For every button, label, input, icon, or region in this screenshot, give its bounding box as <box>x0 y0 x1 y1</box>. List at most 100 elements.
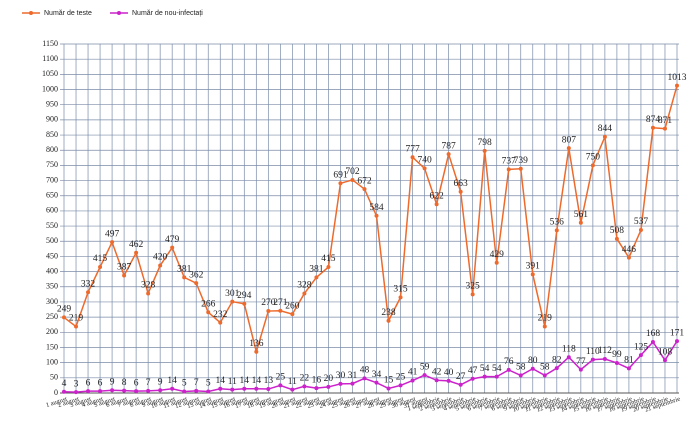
point <box>675 339 679 344</box>
data-label: 47 <box>468 366 478 376</box>
point <box>626 366 631 371</box>
data-label: 497 <box>105 229 120 239</box>
data-label: 391 <box>526 262 541 272</box>
data-label: 34 <box>372 370 382 380</box>
point <box>338 181 343 186</box>
data-label: 672 <box>357 176 372 186</box>
point <box>158 263 163 268</box>
data-label: 691 <box>333 170 348 180</box>
data-label: 266 <box>201 299 216 309</box>
data-label: 387 <box>117 263 132 273</box>
point <box>590 163 595 168</box>
point <box>194 388 199 393</box>
y-tick-label: 450 <box>46 251 58 260</box>
point <box>650 340 655 345</box>
data-label: 798 <box>478 138 493 148</box>
point <box>675 83 679 88</box>
data-label: 7 <box>194 378 199 388</box>
y-tick-label: 200 <box>46 327 58 336</box>
point <box>122 273 127 278</box>
point <box>626 255 631 260</box>
point <box>458 189 463 194</box>
point <box>602 357 607 362</box>
data-label: 125 <box>634 342 649 352</box>
point <box>482 374 487 379</box>
data-label: 294 <box>237 291 252 301</box>
point <box>434 378 439 383</box>
data-label: 25 <box>276 373 286 383</box>
y-tick-label: 550 <box>46 221 58 230</box>
point <box>134 250 139 255</box>
point <box>638 353 643 358</box>
point <box>494 374 499 379</box>
point <box>422 166 427 171</box>
y-tick-label: 850 <box>46 130 58 139</box>
point <box>386 318 391 323</box>
data-label: 80 <box>528 356 538 366</box>
y-tick-label: 100 <box>46 357 58 366</box>
data-label: 25 <box>396 373 406 383</box>
data-label: 40 <box>444 368 454 378</box>
data-label: 6 <box>86 378 91 388</box>
data-label: 7 <box>146 378 151 388</box>
point <box>410 155 415 160</box>
point <box>362 187 367 192</box>
point <box>230 387 235 392</box>
data-label: 740 <box>417 156 432 166</box>
data-label: 20 <box>324 374 334 384</box>
data-label: 737 <box>502 157 517 167</box>
point <box>302 291 307 296</box>
point <box>542 373 547 378</box>
point <box>506 367 511 372</box>
point <box>110 388 115 393</box>
data-label: 42 <box>432 367 442 377</box>
data-label: 14 <box>167 376 177 386</box>
data-label: 622 <box>429 191 444 201</box>
data-label: 3 <box>74 379 79 389</box>
y-tick-label: 400 <box>46 266 58 275</box>
data-label: 58 <box>540 363 550 373</box>
data-label: 219 <box>538 314 553 324</box>
data-label: 415 <box>93 254 108 264</box>
point <box>62 389 66 394</box>
point <box>194 281 199 286</box>
point <box>662 126 667 131</box>
data-label: 325 <box>466 282 481 292</box>
data-label: 82 <box>552 355 562 365</box>
point <box>434 202 439 207</box>
point <box>530 366 535 371</box>
data-label: 381 <box>309 265 324 275</box>
data-label: 16 <box>312 375 322 385</box>
point <box>446 152 451 157</box>
point <box>254 349 259 354</box>
data-label: 6 <box>134 378 139 388</box>
point <box>638 228 643 233</box>
point <box>158 388 163 393</box>
point <box>122 388 127 393</box>
data-label: 30 <box>336 371 346 381</box>
data-label: 8 <box>122 378 127 388</box>
point <box>110 240 115 245</box>
data-label: 5 <box>182 379 187 389</box>
point <box>578 367 583 372</box>
data-label: 76 <box>504 357 514 367</box>
data-label: 536 <box>550 218 565 228</box>
point <box>350 381 355 386</box>
point <box>338 381 343 386</box>
point <box>554 366 559 371</box>
point <box>290 387 295 392</box>
point <box>242 301 247 306</box>
point <box>170 386 175 391</box>
point <box>326 384 331 389</box>
data-label: 415 <box>321 254 336 264</box>
point <box>542 324 547 329</box>
data-label: 750 <box>586 153 601 163</box>
data-label: 5 <box>206 379 211 389</box>
point <box>146 388 151 393</box>
point <box>170 245 175 250</box>
data-label: 807 <box>562 135 577 145</box>
point <box>278 308 283 313</box>
point <box>182 389 187 394</box>
point <box>290 312 295 317</box>
data-label: 41 <box>408 368 418 378</box>
